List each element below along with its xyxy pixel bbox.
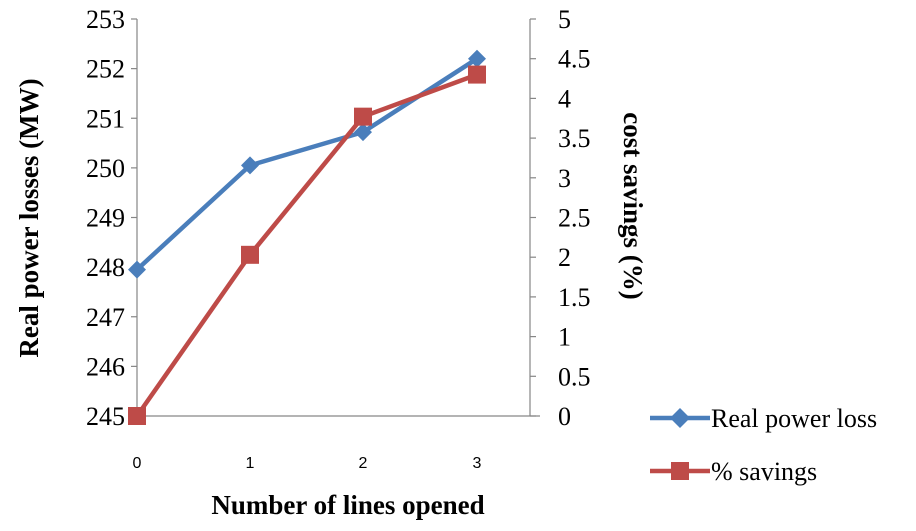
data-point-real-power-loss	[354, 123, 372, 142]
legend-diamond-icon	[670, 408, 690, 428]
right-tick-label: 3.5	[558, 124, 591, 153]
legend: Real power loss % savings	[650, 404, 877, 486]
left-tick-label: 251	[86, 104, 125, 133]
right-tick-label: 0.5	[558, 362, 591, 391]
right-tick-label: 1	[558, 323, 571, 352]
right-tick-label: 2.5	[558, 204, 591, 233]
right-y-ticks: 0 0.5 1 1.5 2 2.5 3 3.5 4 4.5 5	[530, 5, 591, 431]
data-point-real-power-loss	[241, 156, 259, 175]
right-tick-label: 4	[558, 84, 571, 113]
data-point-real-power-loss	[128, 260, 146, 279]
right-y-axis-title: cost savings (%)	[618, 112, 648, 300]
left-tick-label: 250	[86, 154, 125, 183]
right-tick-label: 2	[558, 243, 571, 272]
x-tick-label: 0	[133, 455, 142, 472]
left-tick-label: 247	[86, 303, 125, 332]
x-tick-label: 3	[473, 455, 482, 472]
right-tick-label: 3	[558, 164, 571, 193]
right-tick-label: 0	[558, 402, 571, 431]
left-tick-label: 248	[86, 253, 125, 282]
x-ticks: 0 1 2 3	[133, 455, 482, 472]
legend-item-savings: % savings	[650, 457, 817, 486]
left-tick-label: 245	[86, 402, 125, 431]
legend-item-real-power-loss: Real power loss	[650, 404, 877, 433]
left-tick-label: 249	[86, 204, 125, 233]
x-tick-label: 2	[359, 455, 368, 472]
right-tick-label: 5	[558, 5, 571, 34]
left-tick-label: 246	[86, 352, 125, 381]
data-point-savings	[468, 65, 486, 84]
left-tick-label: 253	[86, 5, 125, 34]
left-y-ticks: 245 246 247 248 249 250 251 252 253	[86, 5, 137, 431]
x-axis-title: Number of lines opened	[211, 490, 484, 520]
legend-square-icon	[671, 462, 689, 480]
data-point-real-power-loss	[468, 49, 486, 68]
data-point-savings	[354, 107, 372, 126]
legend-label-real-power-loss: Real power loss	[711, 404, 877, 433]
series-layer	[128, 49, 486, 425]
data-point-savings	[128, 407, 146, 425]
right-tick-label: 1.5	[558, 283, 591, 312]
series-line-real-power-loss	[135, 56, 479, 272]
data-point-savings	[241, 245, 259, 264]
legend-label-savings: % savings	[711, 457, 817, 486]
series-line-savings	[135, 72, 478, 418]
x-tick-label: 1	[246, 455, 255, 472]
right-tick-label: 4.5	[558, 45, 591, 74]
left-y-axis-title: Real power losses (MW)	[14, 78, 44, 357]
left-tick-label: 252	[86, 55, 125, 84]
